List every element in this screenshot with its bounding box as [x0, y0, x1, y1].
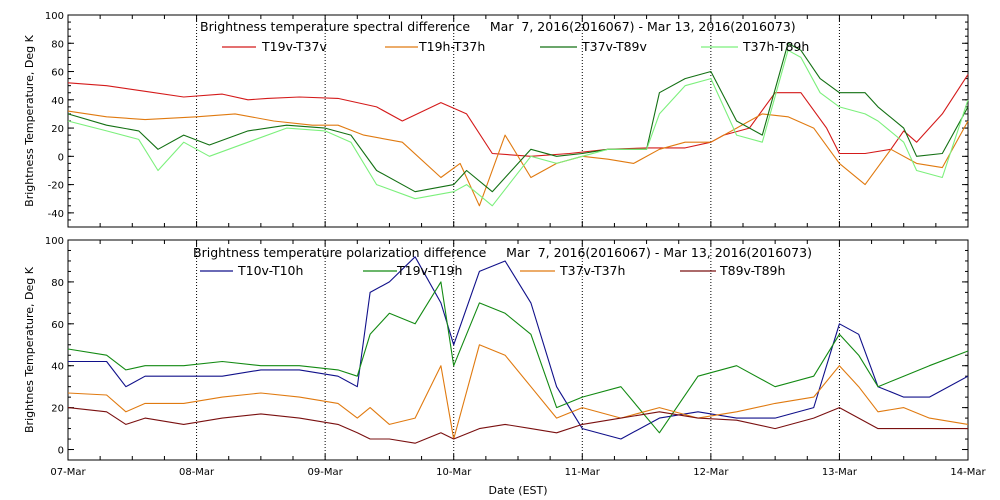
- y-tick-label: 60: [51, 320, 64, 331]
- y-tick-label: 80: [51, 39, 64, 50]
- legend-label-t19v-t37v: T19v-T37v: [261, 39, 328, 54]
- y-tick-label: 80: [51, 278, 64, 289]
- y-tick-label: -20: [48, 181, 64, 192]
- y-tick-label: 0: [58, 446, 64, 457]
- plot-title: Brightness temperature polarization diff…: [193, 245, 812, 260]
- legend-label-t19v-t19h: T19v-T19h: [396, 263, 462, 278]
- x-tick-label: 14-Mar: [950, 467, 986, 478]
- x-tick-label: 07-Mar: [50, 467, 86, 478]
- x-tick-label: 13-Mar: [822, 467, 858, 478]
- legend-label-t37v-t89v: T37v-T89v: [581, 39, 648, 54]
- legend-label-t37h-t89h: T37h-T89h: [742, 39, 809, 54]
- series-line-t19h-t37h: [67, 110, 969, 207]
- series-line-t10v-t10h: [68, 256, 969, 440]
- series-line-t37v-t37h: [67, 344, 969, 440]
- x-tick-label: 09-Mar: [308, 467, 344, 478]
- plot-title: Brightness temperature spectral differen…: [200, 19, 796, 34]
- y-tick-label: 40: [51, 96, 64, 107]
- y-tick-label: 100: [45, 236, 64, 247]
- series-line-t19v-t19h: [67, 281, 969, 434]
- y-axis-label: Brightnes Temperature, Deg K: [23, 266, 36, 433]
- series-line-t37h-t89h: [67, 49, 969, 207]
- y-tick-label: -40: [48, 209, 64, 220]
- polarization-difference-panel: 0 20 40 60 80 100 07-Mar 08-Mar 09-Mar 10-Mar 11-M…: [23, 236, 986, 497]
- series-line-t37v-t89v: [67, 42, 969, 193]
- legend-label-t19h-t37h: T19h-T37h: [418, 39, 485, 54]
- legend-label-t10v-t10h: T10v-T10h: [237, 263, 303, 278]
- legend-label-t89v-t89h: T89v-T89h: [719, 263, 785, 278]
- y-tick-label: 20: [51, 404, 64, 415]
- x-axis-label: Date (EST): [488, 484, 547, 497]
- y-tick-label: 40: [51, 362, 64, 373]
- y-tick-label: 0: [58, 152, 64, 163]
- legend-label-t37v-t37h: T37v-T37h: [559, 263, 625, 278]
- y-axis-label: Brightness Temperature, Deg K: [23, 34, 36, 206]
- series-line-t19v-t37v: [67, 74, 969, 157]
- x-tick-label: 10-Mar: [436, 467, 472, 478]
- x-tick-label: 11-Mar: [565, 467, 601, 478]
- series-line-t89v-t89h: [67, 407, 968, 444]
- plot-frame: [67, 14, 969, 228]
- x-tick-label: 12-Mar: [693, 467, 729, 478]
- y-tick-label: 20: [51, 124, 64, 135]
- y-tick-label: 100: [45, 11, 64, 22]
- y-tick-label: 60: [51, 68, 64, 79]
- x-tick-label: 08-Mar: [179, 467, 215, 478]
- spectral-difference-panel: -40 -20 0 20 40 60 80 100 Brightness Temperature…: [23, 11, 969, 228]
